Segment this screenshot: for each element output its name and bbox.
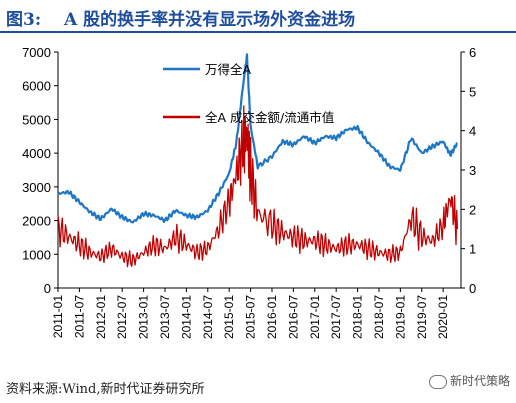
watermark-text: 新时代策略 [449, 374, 510, 388]
x-tick-label: 2014-01 [179, 295, 193, 339]
x-tick-label: 2016-01 [265, 295, 279, 339]
y-right-tick-label: 5 [469, 84, 476, 99]
y-left-tick-label: 0 [44, 281, 51, 296]
y-left-tick-label: 2000 [22, 214, 51, 229]
watermark: 新时代策略 [428, 372, 510, 389]
x-tick-label: 2013-07 [158, 295, 172, 339]
title-rule [0, 31, 516, 33]
x-tick-label: 2014-07 [201, 295, 215, 339]
x-tick-label: 2020-01 [436, 295, 450, 339]
x-tick-label: 2019-01 [393, 295, 407, 339]
series-line-wande-quan-a [57, 53, 458, 224]
x-tick-label: 2011-01 [51, 295, 65, 338]
x-tick-label: 2019-07 [415, 295, 429, 339]
y-left-tick-label: 1000 [22, 247, 51, 262]
wechat-icon [428, 374, 447, 389]
x-tick-label: 2018-07 [372, 295, 386, 339]
y-right-tick-label: 2 [469, 202, 476, 217]
y-left-tick-label: 5000 [22, 112, 51, 127]
x-tick-label: 2016-07 [286, 295, 300, 339]
series-line-turnover [57, 105, 459, 268]
legend-label-wande-quan-a: 万得全A [205, 62, 252, 77]
y-left-tick-label: 7000 [22, 45, 51, 60]
y-left-tick-label: 3000 [22, 180, 51, 195]
line-chart: 0 1000 2000 3000 4000 5000 6000 7000 0 1 2 3 4 5 6 2011… [22, 45, 476, 339]
y-right-tick-label: 0 [469, 281, 476, 296]
x-tick-label: 2018-01 [351, 295, 365, 339]
figure-header: 图3: A 股的换手率并没有显示场外资金进场 [0, 0, 516, 30]
y-left-tick-label: 4000 [22, 146, 51, 161]
x-tick-label: 2012-01 [94, 295, 108, 339]
x-tick-label: 2015-07 [244, 295, 258, 339]
y-left-tick-label: 6000 [22, 79, 51, 94]
figure-label: 图3: [6, 10, 42, 30]
y-right-tick-label: 4 [469, 124, 476, 139]
x-tick-label: 2012-07 [115, 295, 129, 339]
y-right-tick-label: 1 [469, 242, 476, 257]
x-tick-label: 2013-01 [137, 295, 151, 339]
figure-title: A 股的换手率并没有显示场外资金进场 [64, 10, 356, 30]
x-tick-label: 2017-01 [308, 295, 322, 339]
x-tick-label: 2017-07 [329, 295, 343, 339]
x-tick-label: 2015-01 [222, 295, 236, 339]
source-note: 资料来源:Wind,新时代证券研究所 [6, 382, 205, 397]
y-right-tick-label: 3 [469, 163, 476, 178]
y-right-tick-label: 6 [469, 45, 476, 60]
legend-label-turnover: 全A 成交金额/流通市值 [205, 110, 334, 125]
x-tick-label: 2011-07 [72, 295, 86, 338]
